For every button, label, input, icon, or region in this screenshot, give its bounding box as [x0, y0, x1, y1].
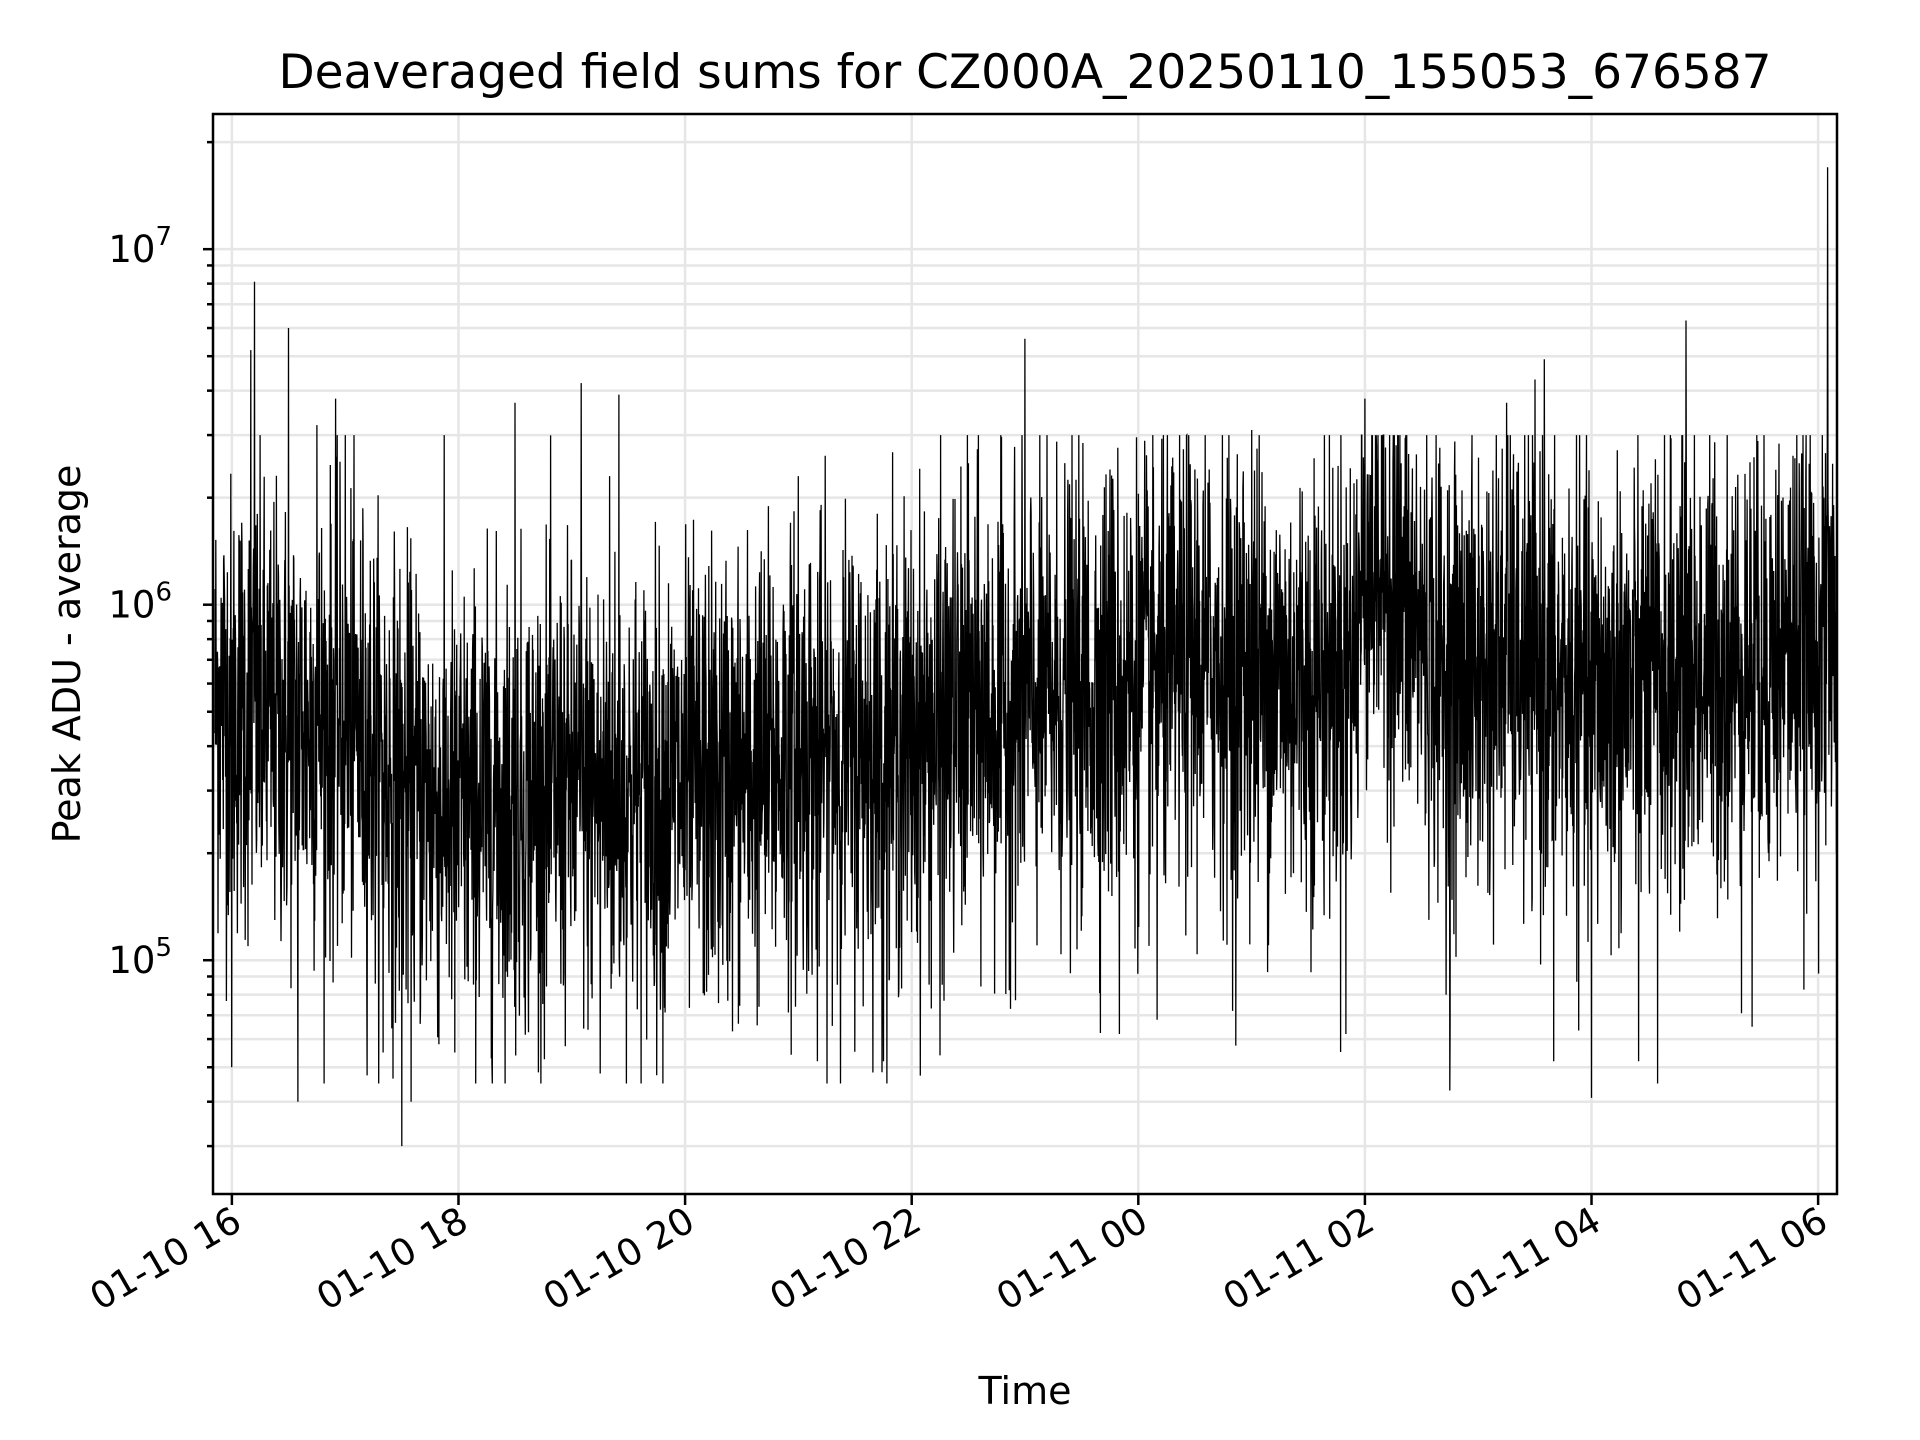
plot-area	[214, 167, 1838, 1147]
y-tick-label: 106	[108, 578, 172, 627]
y-axis: 105 106 107	[108, 140, 213, 1148]
series-line	[214, 167, 1838, 1147]
y-tick-label: 107	[108, 222, 172, 271]
chart-title: Deaveraged field sums for CZ000A_2025011…	[278, 45, 1771, 100]
x-axis-title: Time	[978, 1369, 1072, 1413]
y-axis-title: Peak ADU - average	[45, 465, 89, 844]
y-tick-label: 105	[108, 933, 172, 982]
plot-frame	[211, 112, 1839, 1196]
